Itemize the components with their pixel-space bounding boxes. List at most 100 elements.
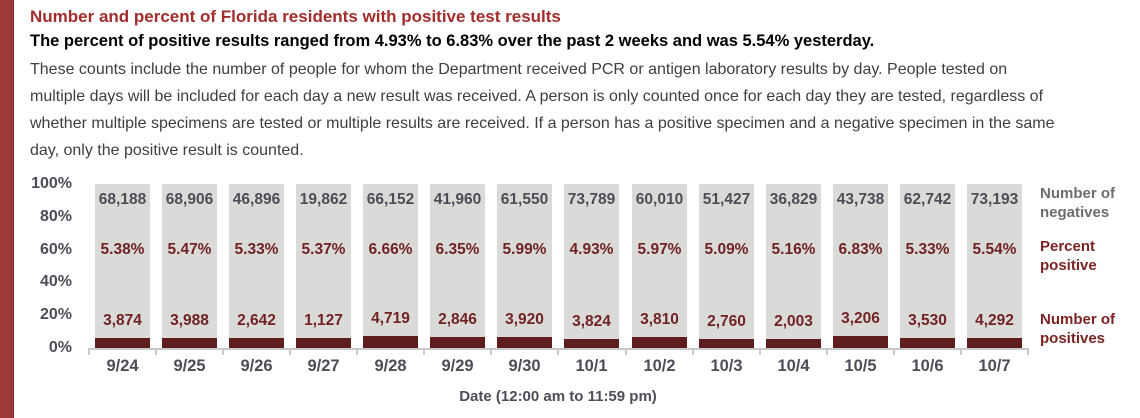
positives-bar-segment <box>95 338 150 348</box>
page-title: Number and percent of Florida residents … <box>30 7 561 26</box>
bar-9-27: 19,862 5.37% 1,127 <box>296 184 351 348</box>
percent-positive-label: 5.09% <box>704 241 749 258</box>
bar-9-26: 46,896 5.33% 2,642 <box>229 184 284 348</box>
percent-positive-label: 4.93% <box>569 241 614 258</box>
percent-positive-label: 5.16% <box>771 241 816 258</box>
axis-tick <box>759 348 761 355</box>
negatives-count-label: 68,906 <box>165 191 214 208</box>
x-axis-title: Date (12:00 am to 11:59 pm) <box>459 388 657 405</box>
positives-bar-segment <box>632 337 687 348</box>
date-label: 10/5 <box>844 357 877 375</box>
positives-count-label: 4,719 <box>371 310 410 327</box>
axis-tick <box>893 348 895 355</box>
bar-10-7: 73,193 5.54% 4,292 <box>967 184 1022 348</box>
positives-count-label: 2,760 <box>707 313 746 330</box>
percent-positive-label: 5.33% <box>234 241 279 258</box>
axis-tick <box>490 348 492 355</box>
percent-positive-label: 6.66% <box>368 241 413 258</box>
positives-bar-segment <box>699 339 754 348</box>
positives-count-label: 3,530 <box>908 312 947 329</box>
percent-positive-label: 5.37% <box>301 241 346 258</box>
negatives-count-label: 60,010 <box>635 191 684 208</box>
negatives-count-label: 51,427 <box>702 191 751 208</box>
percent-positive-label: 5.33% <box>905 241 950 258</box>
chart-description: These counts include the number of peopl… <box>30 61 1055 159</box>
bar-10-4: 36,829 5.16% 2,003 <box>766 184 821 348</box>
positives-count-label: 3,874 <box>103 312 142 329</box>
date-label: 9/30 <box>508 357 541 375</box>
negatives-count-label: 19,862 <box>299 191 348 208</box>
positives-count-label: 4,292 <box>975 312 1014 329</box>
positives-bar-segment <box>967 338 1022 348</box>
percent-positive-label: 5.47% <box>167 241 212 258</box>
bar-10-6: 62,742 5.33% 3,530 <box>900 184 955 348</box>
date-label: 9/25 <box>173 357 206 375</box>
positives-bar-segment <box>162 338 217 348</box>
left-accent-border <box>0 0 14 418</box>
percent-positive-label: 5.97% <box>637 241 682 258</box>
negatives-count-label: 73,789 <box>567 191 616 208</box>
axis-tick <box>960 348 962 355</box>
positives-count-label: 2,846 <box>438 311 477 328</box>
y-tick-label: 100% <box>31 175 72 192</box>
axis-tick <box>557 348 559 355</box>
bar-10-3: 51,427 5.09% 2,760 <box>699 184 754 348</box>
legend-number-of-negatives: Number of negatives <box>1040 185 1115 221</box>
positives-bar-segment <box>766 339 821 348</box>
y-tick-label: 20% <box>39 306 72 323</box>
negatives-count-label: 61,550 <box>500 191 549 208</box>
date-label: 10/7 <box>978 357 1011 375</box>
date-label: 10/4 <box>777 357 810 375</box>
axis-tick <box>826 348 828 355</box>
date-label: 10/6 <box>911 357 944 375</box>
axis-tick <box>1027 348 1029 355</box>
positives-bar-segment <box>363 336 418 348</box>
negatives-count-label: 41,960 <box>433 191 482 208</box>
positives-bar-segment <box>564 339 619 348</box>
axis-tick <box>356 348 358 355</box>
date-label: 9/28 <box>374 357 407 375</box>
positives-count-label: 3,988 <box>170 312 209 329</box>
axis-tick <box>155 348 157 355</box>
axis-tick <box>625 348 627 355</box>
positives-count-label: 2,642 <box>237 312 276 329</box>
date-label: 10/3 <box>710 357 743 375</box>
percent-positive-label: 6.83% <box>838 241 883 258</box>
percent-positive-label: 5.54% <box>972 241 1017 258</box>
positives-count-label: 1,127 <box>304 312 343 329</box>
bar-10-2: 60,010 5.97% 3,810 <box>632 184 687 348</box>
axis-tick <box>222 348 224 355</box>
positives-bar-segment <box>900 338 955 348</box>
negatives-count-label: 62,742 <box>903 191 952 208</box>
negatives-count-label: 43,738 <box>836 191 885 208</box>
date-label: 10/2 <box>643 357 676 375</box>
axis-tick <box>88 348 90 355</box>
date-label: 9/26 <box>240 357 273 375</box>
negatives-count-label: 66,152 <box>366 191 415 208</box>
date-label: 10/1 <box>575 357 608 375</box>
bar-9-30: 61,550 5.99% 3,920 <box>497 184 552 348</box>
y-tick-label: 0% <box>48 339 72 356</box>
bar-9-29: 41,960 6.35% 2,846 <box>430 184 485 348</box>
date-label: 9/24 <box>106 357 139 375</box>
negatives-count-label: 73,193 <box>970 191 1019 208</box>
positives-bar-segment <box>430 337 485 348</box>
axis-tick <box>423 348 425 355</box>
bar-9-25: 68,906 5.47% 3,988 <box>162 184 217 348</box>
positives-bar-segment <box>229 338 284 348</box>
date-label: 9/27 <box>307 357 340 375</box>
positives-count-label: 3,810 <box>640 311 679 328</box>
positives-bar-segment <box>296 338 351 348</box>
bar-10-5: 43,738 6.83% 3,206 <box>833 184 888 348</box>
negatives-count-label: 46,896 <box>232 191 281 208</box>
negatives-count-label: 68,188 <box>98 191 147 208</box>
positives-bar-segment <box>497 337 552 348</box>
y-tick-label: 40% <box>39 273 72 290</box>
legend-number-of-positives: Number of positives <box>1040 311 1115 347</box>
percent-positive-label: 6.35% <box>435 241 480 258</box>
legend-percent-positive: Percent positive <box>1040 238 1097 274</box>
positives-bar-segment <box>833 336 888 348</box>
bar-9-28: 66,152 6.66% 4,719 <box>363 184 418 348</box>
summary-subtitle: The percent of positive results ranged f… <box>30 32 875 50</box>
